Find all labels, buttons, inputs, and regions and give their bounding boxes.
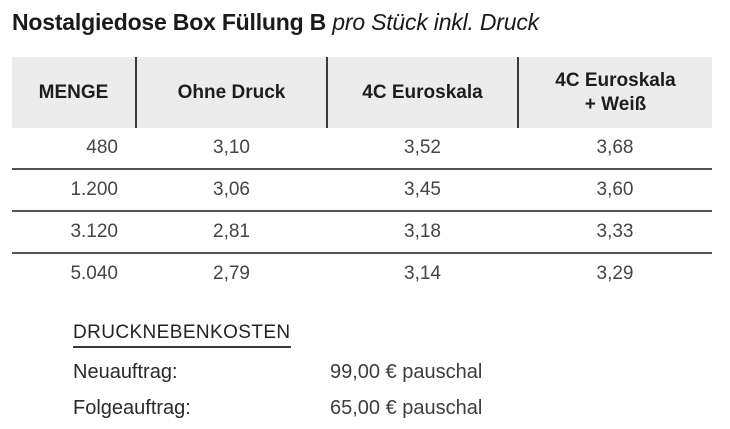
table-row: 1.200 3,06 3,45 3,60 xyxy=(12,169,712,212)
title-product-name: Nostalgiedose Box Füllung B xyxy=(12,9,327,35)
follow-up-order-label: Folgeauftrag: xyxy=(73,397,191,419)
cell-price-ohne-druck: 2,79 xyxy=(213,263,250,284)
print-costs-heading: DRUCKNEBENKOSTEN xyxy=(73,322,291,348)
cell-menge: 3.120 xyxy=(12,211,136,254)
table-row: 3.120 2,81 3,18 3,33 xyxy=(12,211,712,254)
cell-price-4c-euroskala-weiss: 3,29 xyxy=(596,263,634,284)
column-header-menge: MENGE xyxy=(12,57,136,128)
column-header-4c-euroskala-weiss: 4C Euroskala + Weiß xyxy=(517,57,712,128)
cell-price-4c-euroskala: 3,52 xyxy=(327,128,518,170)
cell-menge: 5.040 xyxy=(70,263,118,284)
cell-price-ohne-druck: 2,81 xyxy=(136,211,327,254)
cell-menge: 1.200 xyxy=(12,169,136,212)
column-header-ohne-druck: Ohne Druck xyxy=(135,57,327,128)
new-order-price: 99,00 € pauschal xyxy=(330,361,483,383)
cell-price-4c-euroskala-weiss: 3,60 xyxy=(518,169,712,212)
column-header-4c-euroskala: 4C Euroskala xyxy=(326,57,518,128)
cell-menge: 480 xyxy=(12,128,136,170)
table-row: 480 3,10 3,52 3,68 xyxy=(12,128,712,170)
cell-price-4c-euroskala: 3,18 xyxy=(327,211,518,254)
list-item: Neuauftrag: 99,00 € pauschal xyxy=(73,360,730,384)
table-row: 5.040 2,79 3,14 3,29 xyxy=(12,253,712,294)
new-order-label: Neuauftrag: xyxy=(73,361,178,383)
table-header-row: MENGE Ohne Druck 4C Euroskala 4C Euroska… xyxy=(12,57,712,128)
cell-price-ohne-druck: 3,06 xyxy=(136,169,327,212)
cell-price-4c-euroskala-weiss: 3,33 xyxy=(518,211,712,254)
price-table: MENGE Ohne Druck 4C Euroskala 4C Euroska… xyxy=(12,57,712,294)
cell-price-4c-euroskala: 3,45 xyxy=(327,169,518,212)
cell-price-4c-euroskala: 3,14 xyxy=(404,263,441,284)
cell-price-4c-euroskala-weiss: 3,68 xyxy=(518,128,712,170)
cell-price-ohne-druck: 3,10 xyxy=(136,128,327,170)
follow-up-order-price: 65,00 € pauschal xyxy=(330,397,483,419)
list-item: Folgeauftrag: 65,00 € pauschal xyxy=(73,396,730,420)
title-unit-note: pro Stück inkl. Druck xyxy=(332,9,539,35)
page-title: Nostalgiedose Box Füllung B pro Stück in… xyxy=(0,0,730,37)
print-costs-section: DRUCKNEBENKOSTEN Neuauftrag: 99,00 € pau… xyxy=(73,321,730,420)
